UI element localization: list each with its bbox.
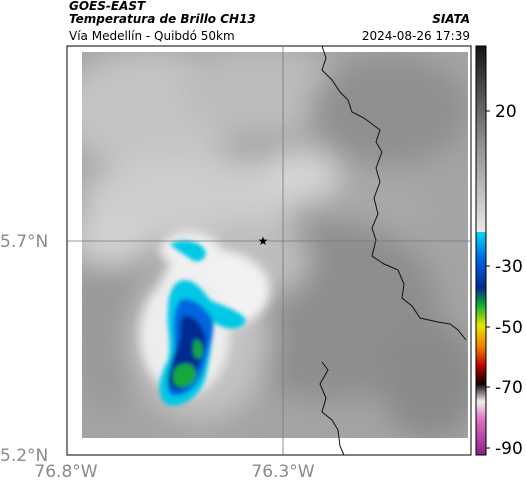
colorbar-tick-label: 20 (495, 102, 517, 122)
lon-tick-label: 76.8°W (34, 462, 97, 482)
colorbar-tick-label: -30 (495, 257, 523, 277)
boundary-lines (319, 45, 467, 456)
datetime-label: 2024-08-26 17:39 (361, 29, 470, 43)
brightness-temperature-raster (82, 52, 468, 438)
lon-tick-label: 76.3°W (251, 462, 314, 482)
source-label: SIATA (432, 12, 470, 26)
colorbar-tick-label: -70 (495, 378, 523, 398)
colorbar: 20 -30 -50 -70 -90 (475, 45, 523, 459)
colorbar-tick-label: -50 (495, 318, 523, 338)
lat-tick-label: 5.2°N (0, 446, 48, 466)
product-title: Temperatura de Brillo CH13 (69, 12, 256, 26)
colorbar-tick-label: -90 (495, 439, 523, 459)
region-label: Vía Medellín - Quibdó 50km (69, 29, 235, 43)
location-star-marker: ★ (258, 234, 269, 248)
lat-tick-label: 5.7°N (0, 232, 48, 252)
satellite-name: GOES-EAST (69, 0, 146, 13)
